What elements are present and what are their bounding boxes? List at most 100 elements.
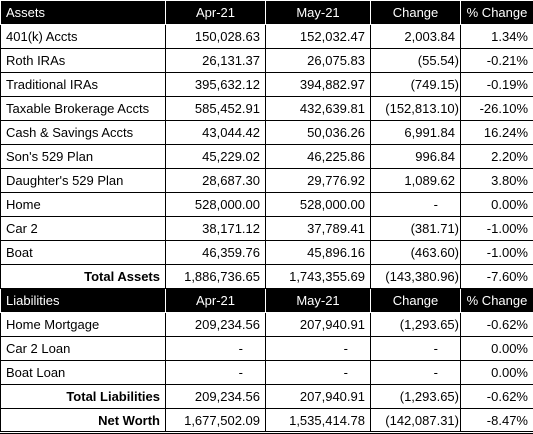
cell: 432,639.81 [266,97,371,121]
cell: 37,789.41 [266,217,371,241]
table-row: Boat Loan---0.00% [1,361,533,385]
cell: -0.21% [461,49,533,73]
cell: Apr-21 [166,289,266,313]
row-label: 401(k) Accts [1,25,166,49]
cell: 38,171.12 [166,217,266,241]
cell: (463.60) [371,241,461,265]
row-label: Boat [1,241,166,265]
cell: 46,225.86 [266,145,371,169]
cell: 0.00% [461,193,533,217]
cell: - [166,337,266,361]
cell: 2.20% [461,145,533,169]
cell: 207,940.91 [266,313,371,337]
cell: 1,886,736.65 [166,265,266,289]
cell: 585,452.91 [166,97,266,121]
row-label: Car 2 Loan [1,337,166,361]
cell: - [371,193,461,217]
cell: 207,940.91 [266,385,371,409]
cell: 29,776.92 [266,169,371,193]
cell: Change [371,289,461,313]
cell: 28,687.30 [166,169,266,193]
row-label: Cash & Savings Accts [1,121,166,145]
row-label: Boat Loan [1,361,166,385]
cell: (142,087.31) [371,409,461,433]
cell: 43,044.42 [166,121,266,145]
row-label: Home [1,193,166,217]
cell: - [166,361,266,385]
row-label: Traditional IRAs [1,73,166,97]
cell: 1,743,355.69 [266,265,371,289]
cell: 46,359.76 [166,241,266,265]
cell: (1,293.65) [371,385,461,409]
cell: (152,813.10) [371,97,461,121]
row-label: Home Mortgage [1,313,166,337]
cell: -0.19% [461,73,533,97]
cell: 6,991.84 [371,121,461,145]
cell: 1.34% [461,25,533,49]
cell: (55.54) [371,49,461,73]
row-label: Total Assets [1,265,166,289]
cell: - [266,337,371,361]
cell: 528,000.00 [266,193,371,217]
cell: Change [371,1,461,25]
row-label: Roth IRAs [1,49,166,73]
cell: 1,677,502.09 [166,409,266,433]
table-row: Car 2 Loan---0.00% [1,337,533,361]
cell: 45,229.02 [166,145,266,169]
row-label: Net Worth [1,409,166,433]
cell: (381.71) [371,217,461,241]
cell: 16.24% [461,121,533,145]
row-label: Car 2 [1,217,166,241]
cell: -7.60% [461,265,533,289]
cell: 50,036.26 [266,121,371,145]
cell: May-21 [266,1,371,25]
cell: 0.00% [461,361,533,385]
cell: 26,075.83 [266,49,371,73]
cell: 209,234.56 [166,385,266,409]
cell: 1,089.62 [371,169,461,193]
cell: 45,896.16 [266,241,371,265]
cell: % Change [461,289,533,313]
cell: 209,234.56 [166,313,266,337]
cell: % Change [461,1,533,25]
cell: 1,535,414.78 [266,409,371,433]
cell: 996.84 [371,145,461,169]
cell: May-21 [266,289,371,313]
cell: 152,032.47 [266,25,371,49]
row-label: Liabilities [1,289,166,313]
cell: -0.62% [461,385,533,409]
cell: 3.80% [461,169,533,193]
row-label: Total Liabilities [1,385,166,409]
row-label: Assets [1,1,166,25]
cell: (1,293.65) [371,313,461,337]
cell: -1.00% [461,217,533,241]
cell: - [371,361,461,385]
cell: 150,028.63 [166,25,266,49]
row-label: Daughter's 529 Plan [1,169,166,193]
cell: (143,380.96) [371,265,461,289]
cell: -8.47% [461,409,533,433]
cell: -1.00% [461,241,533,265]
cell: -26.10% [461,97,533,121]
row-label: Taxable Brokerage Accts [1,97,166,121]
cell: 395,632.12 [166,73,266,97]
cell: 26,131.37 [166,49,266,73]
cell: Apr-21 [166,1,266,25]
